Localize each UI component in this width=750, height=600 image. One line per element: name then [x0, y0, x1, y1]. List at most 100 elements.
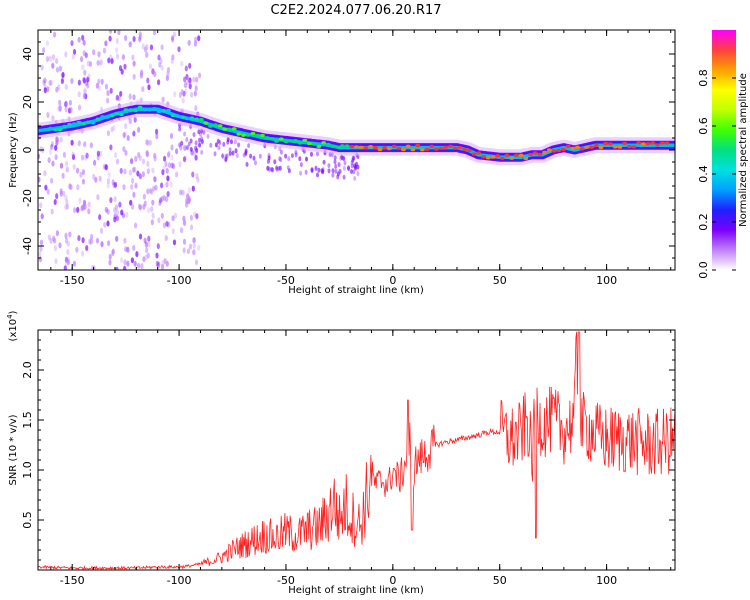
noise-speck [333, 155, 337, 161]
ridge-blob [128, 108, 134, 112]
noise-speck [57, 105, 61, 112]
noise-speck [221, 154, 225, 159]
noise-speck [189, 224, 194, 231]
noise-speck [141, 158, 146, 165]
noise-speck [123, 168, 127, 175]
noise-speck [77, 235, 81, 242]
noise-speck [112, 125, 116, 131]
noise-speck [151, 167, 155, 174]
noise-speck [39, 245, 43, 252]
ridge-blob [354, 145, 359, 149]
noise-speck [48, 55, 52, 62]
noise-speck [50, 208, 54, 215]
ridge-blob [650, 141, 656, 145]
noise-speck [175, 171, 179, 178]
noise-speck [138, 155, 142, 162]
noise-speck [82, 39, 86, 46]
noise-speck [137, 152, 141, 158]
noise-speck [177, 46, 181, 53]
noise-speck [316, 172, 319, 178]
noise-speck [53, 31, 57, 38]
noise-speck [153, 155, 157, 162]
noise-speck [244, 150, 248, 156]
noise-speck [115, 266, 119, 270]
snr-line [38, 331, 675, 570]
noise-speck [130, 158, 134, 165]
noise-speck [124, 123, 128, 130]
ridge-blob [532, 151, 538, 155]
noise-speck [158, 61, 162, 68]
noise-speck [84, 80, 88, 87]
noise-speck [197, 244, 201, 251]
noise-speck [224, 153, 228, 159]
noise-speck [167, 150, 171, 157]
noise-speck [160, 44, 164, 51]
noise-speck [107, 171, 111, 178]
noise-speck [54, 144, 58, 151]
noise-speck [160, 182, 164, 189]
noise-speck [102, 163, 106, 170]
noise-speck [133, 260, 137, 267]
noise-speck [192, 150, 196, 157]
noise-speck [121, 212, 125, 219]
noise-speck [254, 160, 257, 166]
ridge-blob [579, 147, 585, 151]
noise-speck [86, 82, 90, 89]
noise-speck [180, 227, 184, 234]
ridge-blob [297, 141, 303, 145]
noise-speck [278, 165, 282, 171]
colorbar-tick-label: 0.0 [697, 261, 710, 279]
noise-speck [89, 142, 93, 149]
noise-speck [182, 156, 187, 163]
noise-speck [71, 154, 76, 160]
noise-speck [183, 131, 187, 137]
noise-speck [106, 178, 110, 184]
colorbar-tick-label: 0.8 [697, 69, 710, 87]
ridge-blob [631, 145, 637, 149]
noise-speck [161, 169, 165, 176]
noise-speck [137, 126, 141, 133]
noise-speck [337, 162, 341, 168]
ridge-blob [227, 127, 232, 131]
noise-speck [43, 170, 47, 177]
noise-speck [154, 184, 158, 191]
noise-speck [60, 78, 64, 84]
ridge-blob [509, 156, 515, 160]
noise-speck [106, 97, 110, 104]
noise-speck [133, 166, 137, 173]
ridge-blob [245, 133, 251, 137]
noise-speck [187, 39, 191, 46]
noise-speck [115, 94, 119, 101]
noise-speck [105, 164, 109, 171]
noise-speck [111, 179, 115, 186]
ridge-blob [123, 108, 129, 112]
noise-speck [83, 88, 87, 95]
noise-speck [124, 149, 128, 156]
noise-speck [183, 145, 187, 151]
noise-speck [155, 133, 159, 140]
ridge-blob [542, 150, 547, 154]
noise-speck [333, 159, 337, 165]
ridge-blob [236, 132, 242, 136]
noise-speck [120, 257, 124, 264]
noise-speck [82, 93, 86, 99]
noise-speck [87, 73, 91, 80]
noise-speck [339, 155, 343, 161]
noise-speck [46, 112, 50, 118]
noise-speck [185, 198, 189, 204]
noise-speck [141, 171, 145, 178]
noise-speck [39, 202, 43, 209]
noise-speck [43, 87, 47, 94]
noise-speck [195, 148, 199, 153]
noise-speck [320, 168, 324, 174]
noise-speck [148, 188, 153, 194]
noise-speck [68, 99, 72, 106]
noise-speck [185, 145, 189, 151]
noise-speck [143, 237, 147, 244]
noise-speck [183, 76, 187, 83]
ridge-blob [260, 133, 265, 138]
noise-speck [178, 92, 182, 98]
noise-speck [153, 71, 157, 78]
ridge-blob [561, 147, 566, 152]
colorbar-ticks: 0.0 0.2 0.4 0.6 0.8 [697, 69, 736, 279]
